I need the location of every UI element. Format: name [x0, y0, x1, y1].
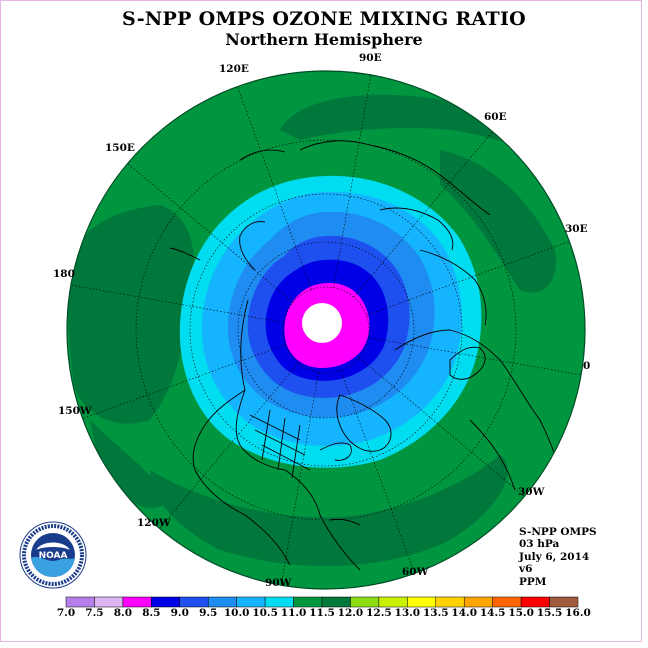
info-date: July 6, 2014 [519, 550, 590, 563]
colorbar-tick-label: 10.5 [252, 607, 278, 619]
lon-label-30e: 30E [565, 223, 588, 235]
meridian-line [333, 74, 372, 288]
lon-label-90e: 90E [359, 52, 382, 64]
meridian-line [358, 357, 525, 497]
colorbar-tick-label: 15.0 [508, 607, 534, 619]
colorbar-tick-label: 12.0 [337, 607, 364, 619]
band-11-5-west [67, 205, 194, 424]
meridian-line [340, 370, 415, 574]
coastlines [169, 140, 561, 571]
lon-label-90w: 90W [265, 577, 292, 589]
meridian-line [70, 284, 284, 323]
noaa-logo-icon: NOAA [19, 521, 87, 589]
map-disc-outline [66, 70, 586, 590]
colorbar-tick-label: 13.0 [394, 607, 421, 619]
map-title: S-NPP OMPS OZONE MIXING RATIO [121, 8, 527, 30]
colorbar-tick-label: 12.5 [366, 607, 392, 619]
meridian-line [368, 337, 582, 376]
colorbar-tick-label: 11.0 [280, 607, 307, 619]
meridian-line [237, 86, 312, 290]
band-11-5-sw [90, 420, 170, 509]
lon-label-120e: 120E [219, 63, 249, 75]
lon-label-180: 180 [53, 268, 75, 280]
meridian-line [353, 131, 493, 298]
meridian-line [159, 362, 299, 529]
meridian-line [82, 344, 286, 419]
polar-no-data [302, 303, 342, 343]
colorbar-tick-label: 11.5 [309, 607, 335, 619]
colorbar-tick-label: 13.5 [422, 607, 449, 619]
band-11-5-northeast [440, 150, 556, 293]
band-11-5-south [150, 455, 508, 567]
info-units: PPM [519, 575, 547, 588]
colorbar-tick-label: 7.0 [56, 607, 76, 619]
colorbar-tick-label: 7.5 [85, 607, 104, 619]
lon-label-120w: 120W [137, 517, 171, 529]
map-subtitle: Northern Hemisphere [225, 30, 423, 49]
colorbar-tick-label: 14.5 [479, 607, 506, 619]
latitude-circles [135, 139, 517, 521]
info-instrument: S-NPP OMPS [519, 526, 597, 538]
meridians [70, 74, 582, 586]
svg-text:NOAA: NOAA [39, 551, 68, 561]
colorbar-tick-label: 8.5 [142, 607, 161, 619]
info-version: v6 [519, 563, 533, 576]
colorbar-tick-label: 15.5 [536, 607, 563, 619]
lon-label-150w: 150W [58, 405, 92, 417]
colorbar-tick-label: 14.0 [451, 607, 478, 619]
info-level: 03 hPa [519, 538, 560, 551]
colorbar-tick-label: 9.5 [199, 607, 218, 619]
lon-label-150e: 150E [105, 142, 135, 154]
band-11-5-north [280, 94, 540, 150]
meridian-line [366, 241, 570, 316]
meridian-line [127, 163, 294, 303]
product-info: S-NPP OMPS 03 hPa July 6, 2014 v6 PPM [519, 526, 597, 588]
colorbar-tick-label: 16.0 [565, 607, 591, 619]
lon-label-60w: 60W [402, 566, 429, 578]
meridian-line [280, 372, 319, 586]
colorbar-tick-label: 10.0 [223, 607, 250, 619]
lon-label-30w: 30W [518, 486, 545, 498]
lon-label-60e: 60E [484, 111, 507, 123]
colorbar-tick-label: 9.0 [170, 607, 189, 619]
colorbar-tick-label: 8.0 [113, 607, 133, 619]
lon-label-0: 0 [583, 360, 591, 372]
